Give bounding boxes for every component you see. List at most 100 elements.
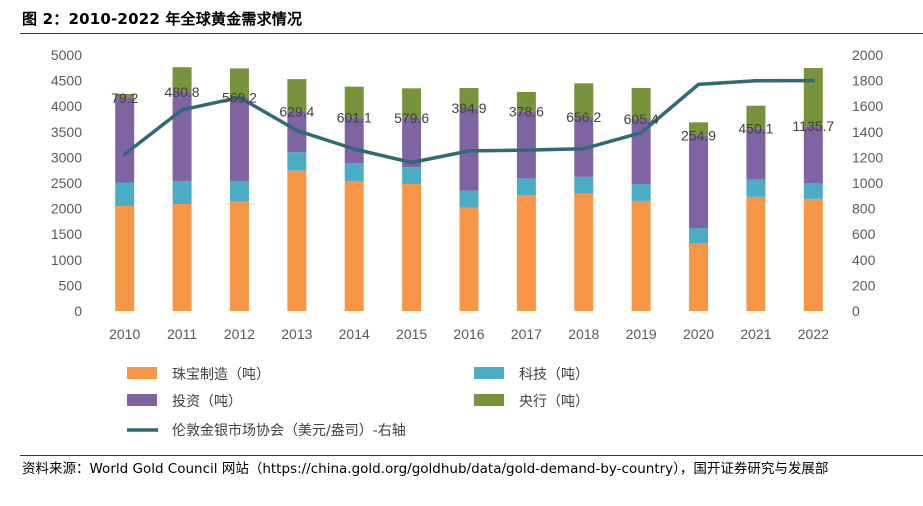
y-left-tick-label: 0 xyxy=(74,303,82,319)
bar-segment-jewelry xyxy=(229,201,249,311)
bar-segment-central xyxy=(689,122,709,136)
bar-segment-invest xyxy=(115,98,135,183)
source-note: 资料来源：World Gold Council 网站（https://china… xyxy=(22,461,829,477)
legend: 珠宝制造（吨） 科技（吨） 投资（吨） 央行（吨） 伦敦金银市场协会（美元/盎司）-右轴 xyxy=(127,367,589,439)
bar-segment-jewelry xyxy=(631,200,651,311)
bar-segment-central xyxy=(287,79,307,112)
y-right-tick-label: 200 xyxy=(852,277,876,293)
x-tick-label: 2014 xyxy=(339,326,370,342)
bar-segment-tech xyxy=(287,152,307,171)
legend-label: 投资（吨） xyxy=(172,394,242,410)
y-left-tick-label: 5000 xyxy=(51,47,82,63)
bar-segment-tech xyxy=(689,228,709,244)
central-bank-value-label: 1135.7 xyxy=(792,118,834,134)
bar-segment-tech xyxy=(574,176,594,194)
legend-label: 伦敦金银市场协会（美元/盎司）-右轴 xyxy=(172,422,406,439)
bar-segment-central xyxy=(402,88,422,118)
left-axis-ticks: 0 500 1000 1500 2000 2500 3000 3500 4000 4500 5000 xyxy=(51,47,82,319)
y-right-tick-label: 2000 xyxy=(852,47,883,63)
x-tick-label: 2019 xyxy=(626,326,657,342)
bar-segment-central xyxy=(516,91,536,112)
legend-swatch-invest xyxy=(127,394,157,406)
y-right-tick-label: 1000 xyxy=(852,175,883,191)
bar-segment-jewelry xyxy=(287,170,307,311)
bar-segment-central xyxy=(631,88,651,119)
bar-segment-invest xyxy=(402,117,422,168)
central-bank-value-label: 254.9 xyxy=(681,127,716,143)
y-left-tick-label: 3000 xyxy=(51,149,82,165)
x-tick-label: 2022 xyxy=(798,326,829,342)
legend-label: 珠宝制造（吨） xyxy=(172,367,270,383)
bar-segment-jewelry xyxy=(746,196,766,311)
bar-segment-central xyxy=(115,93,135,99)
bar-segment-jewelry xyxy=(516,195,536,311)
y-left-tick-label: 2000 xyxy=(51,201,82,217)
x-tick-label: 2018 xyxy=(568,326,599,342)
legend-swatch-tech xyxy=(474,367,504,379)
x-tick-label: 2021 xyxy=(740,326,771,342)
y-right-tick-label: 1800 xyxy=(852,73,883,89)
bar-segment-central xyxy=(172,67,192,92)
x-tick-label: 2012 xyxy=(224,326,255,342)
central-bank-data-labels: 79.2 480.8 569.2 629.4 601.1 579.6 394.9 378.6 6… xyxy=(111,84,834,144)
central-bank-value-label: 79.2 xyxy=(111,90,138,106)
bar-segment-central xyxy=(344,86,364,118)
central-bank-value-label: 450.1 xyxy=(738,121,773,137)
bar-segment-jewelry xyxy=(344,180,364,311)
bar-segment-tech xyxy=(631,184,651,201)
x-tick-label: 2017 xyxy=(511,326,542,342)
y-left-tick-label: 1000 xyxy=(51,252,82,268)
y-right-tick-label: 0 xyxy=(852,303,860,319)
bottom-rule xyxy=(20,455,923,456)
bar-segment-tech xyxy=(344,163,364,181)
bar-segment-tech xyxy=(229,180,249,202)
central-bank-value-label: 629.4 xyxy=(279,103,314,119)
bar-segment-jewelry xyxy=(689,243,709,311)
y-left-tick-label: 1500 xyxy=(51,226,82,242)
bar-segment-invest xyxy=(516,111,536,179)
central-bank-value-label: 579.6 xyxy=(394,110,429,126)
central-bank-value-label: 601.1 xyxy=(337,109,372,125)
legend-swatch-central xyxy=(474,394,504,406)
bar-segment-central xyxy=(229,68,249,98)
y-left-tick-label: 3500 xyxy=(51,124,82,140)
y-right-tick-label: 1200 xyxy=(852,149,883,165)
top-rule xyxy=(20,33,923,34)
central-bank-value-label: 605.4 xyxy=(624,111,659,127)
central-bank-value-label: 569.2 xyxy=(222,89,257,105)
bar-segment-invest xyxy=(746,128,766,180)
bar-segment-tech xyxy=(746,179,766,197)
bar-segment-central xyxy=(574,83,594,117)
x-tick-label: 2011 xyxy=(167,326,197,342)
x-axis-ticks: 2010 2011 2012 2013 2014 2015 2016 2017 2018 2019… xyxy=(109,326,829,342)
x-tick-label: 2010 xyxy=(109,326,140,342)
x-tick-label: 2020 xyxy=(683,326,714,342)
x-tick-label: 2015 xyxy=(396,326,427,342)
y-right-tick-label: 400 xyxy=(852,252,876,268)
bar-segment-jewelry xyxy=(115,206,135,311)
central-bank-value-label: 480.8 xyxy=(165,84,200,100)
y-left-tick-label: 4000 xyxy=(51,98,82,114)
bar-segment-tech xyxy=(115,182,135,207)
x-tick-label: 2016 xyxy=(453,326,484,342)
legend-label: 央行（吨） xyxy=(519,394,589,410)
y-left-tick-label: 500 xyxy=(59,277,83,293)
bar-segment-central xyxy=(459,88,479,109)
bar-segment-invest xyxy=(689,135,709,229)
y-right-tick-label: 600 xyxy=(852,226,876,242)
price-line-layer xyxy=(122,78,816,165)
y-right-tick-label: 800 xyxy=(852,201,876,217)
right-axis-ticks: 0 200 400 600 800 1000 1200 1400 1600 1800 2000 xyxy=(852,47,883,319)
x-tick-label: 2013 xyxy=(281,326,312,342)
bar-segment-invest xyxy=(172,91,192,181)
central-bank-value-label: 656.2 xyxy=(566,109,601,125)
bar-segment-tech xyxy=(172,180,192,204)
bar-segment-tech xyxy=(516,178,536,196)
legend-label: 科技（吨） xyxy=(519,367,589,383)
bar-segment-jewelry xyxy=(459,207,479,311)
y-right-tick-label: 1400 xyxy=(852,124,883,140)
bar-segment-central xyxy=(746,105,766,129)
figure-title: 图 2：2010-2022 年全球黄金需求情况 xyxy=(22,10,303,28)
central-bank-value-label: 394.9 xyxy=(451,100,486,116)
price-line xyxy=(122,78,816,165)
